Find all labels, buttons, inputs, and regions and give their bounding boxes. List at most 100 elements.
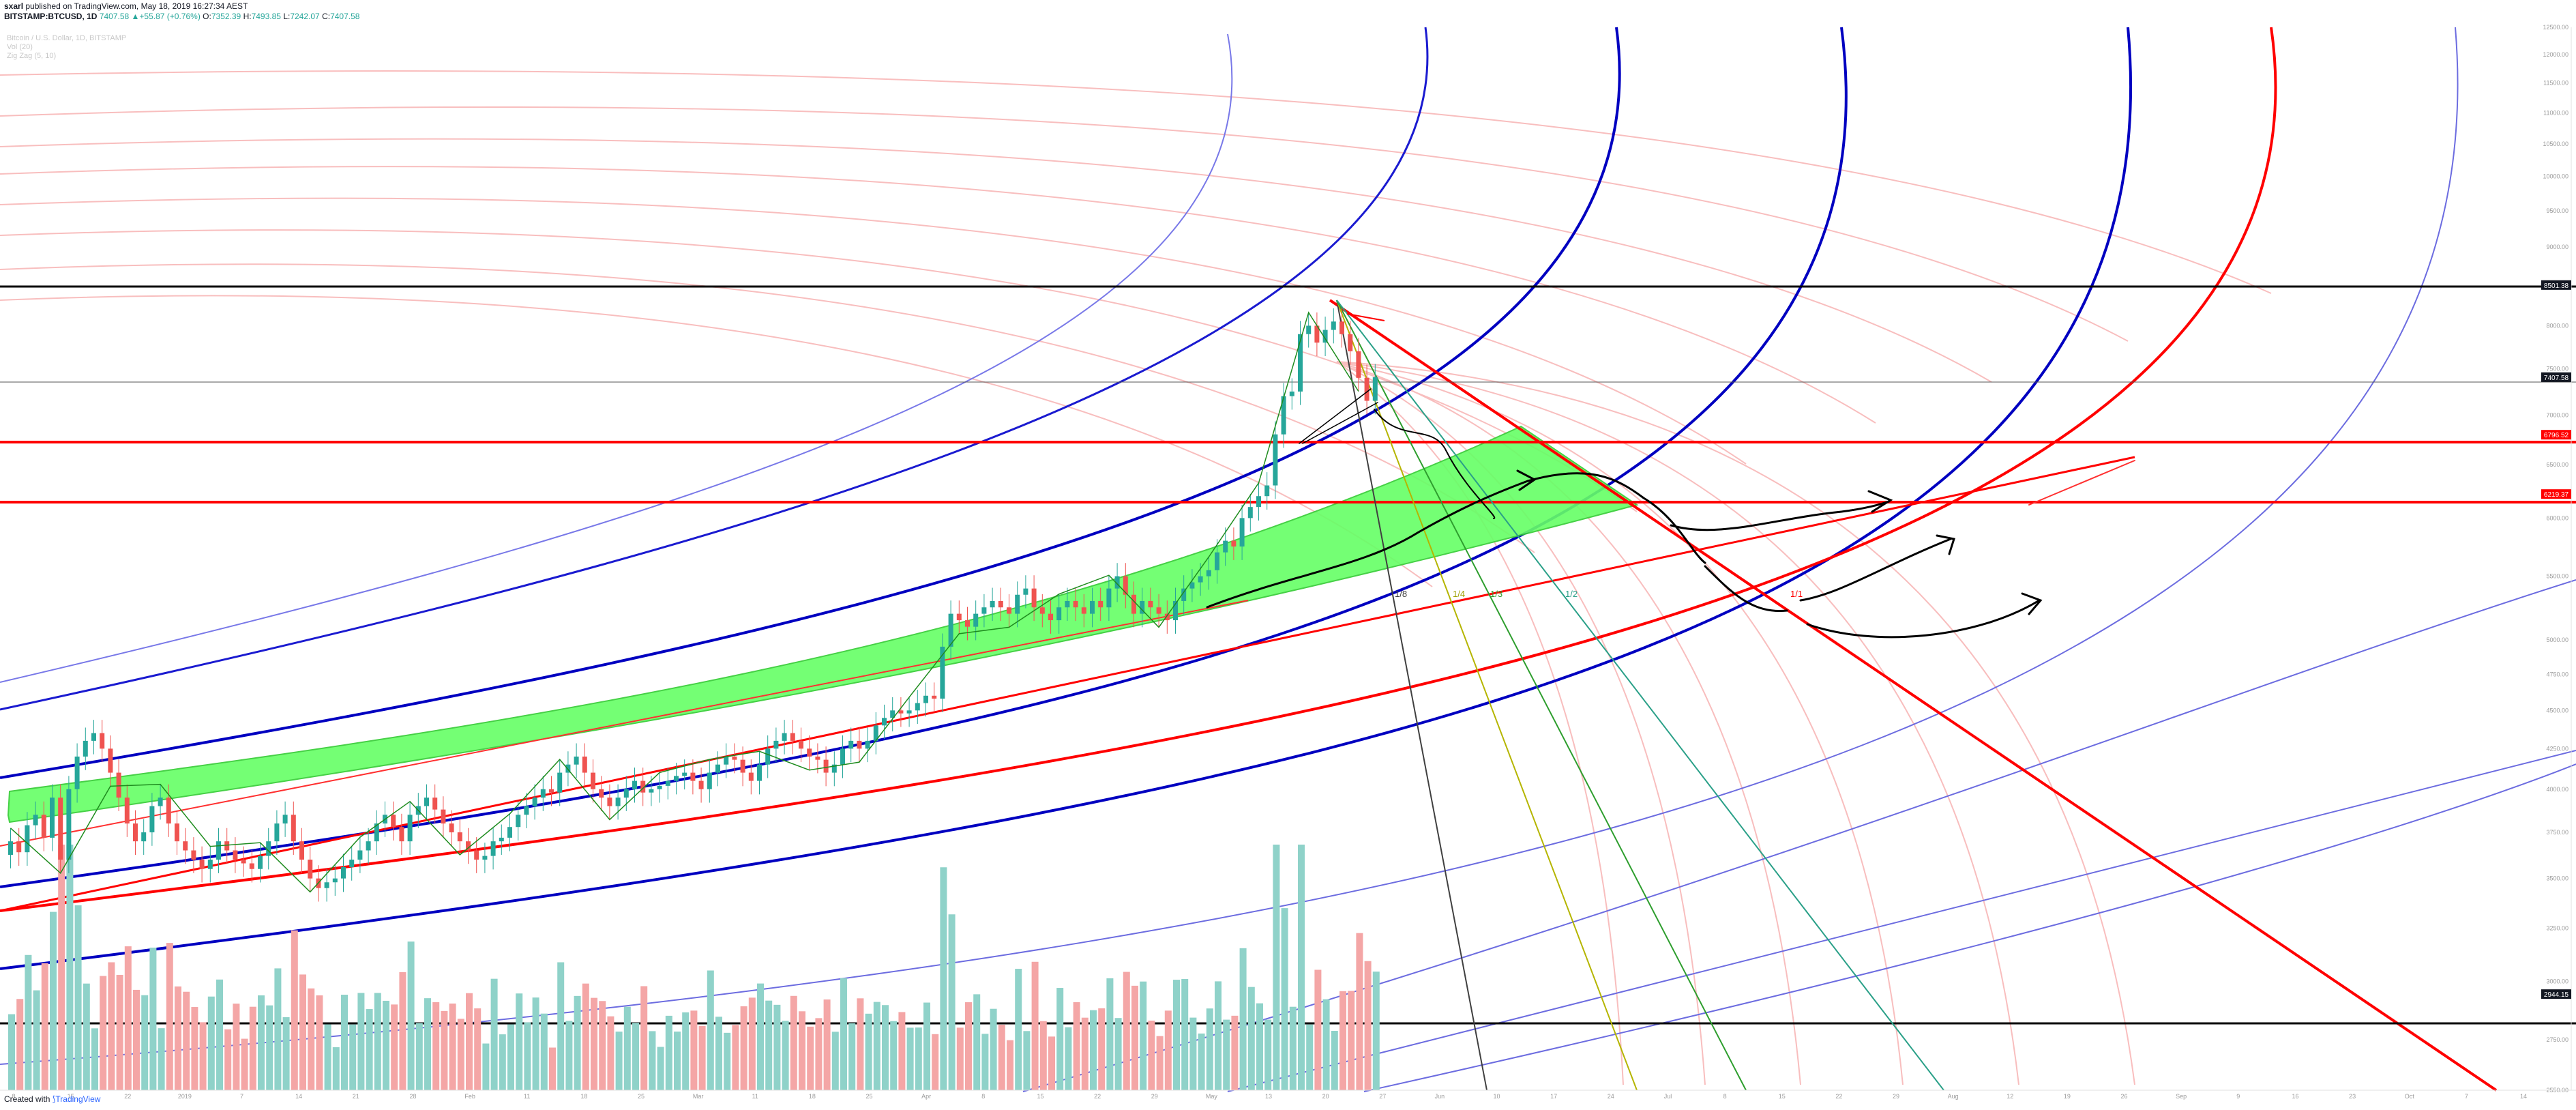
price-axis[interactable]: 12500.00 12000.00 11500.00 11000.00 10500.00… — [2543, 24, 2572, 1094]
time-tick: 8 — [1723, 1093, 1727, 1100]
volume-bar — [1148, 1020, 1155, 1090]
candle-body — [923, 695, 928, 703]
volume-bar — [574, 995, 581, 1090]
volume-bar — [1247, 987, 1255, 1090]
candle-body — [207, 860, 213, 869]
volume-bar — [940, 867, 947, 1090]
volume-bar — [258, 995, 265, 1090]
volume-bar — [1223, 1019, 1230, 1090]
volume-bar — [1173, 980, 1180, 1090]
legend-zigzag[interactable]: Zig Zag (5, 10) — [7, 52, 57, 60]
price-tick: 11500.00 — [2543, 80, 2568, 87]
candle-body — [1098, 600, 1104, 608]
red-arc — [0, 27, 2277, 912]
time-tick: 2019 — [178, 1093, 192, 1100]
time-tick: 27 — [1379, 1093, 1386, 1100]
time-tick: 11 — [752, 1093, 758, 1100]
candle-body — [1206, 570, 1211, 576]
arrow-path-red — [2028, 460, 2135, 506]
candle-body — [1289, 391, 1294, 396]
time-tick: 25 — [866, 1093, 873, 1100]
volume-bar — [1231, 1015, 1239, 1090]
candle-body — [532, 798, 537, 806]
volume-bar — [765, 1000, 773, 1090]
fan-labels: 1/8 1/4 1/3 1/2 1/1 — [1395, 589, 1803, 599]
volume-bar — [366, 1009, 373, 1090]
time-tick: 9 — [2236, 1093, 2240, 1100]
fan-label: 1/2 — [1565, 589, 1578, 599]
high-value: 7493.85 — [251, 12, 281, 21]
arrow-head-icon — [2021, 592, 2043, 615]
legend-series[interactable]: Bitcoin / U.S. Dollar, 1D, BITSTAMP — [7, 34, 127, 42]
volume-bar — [490, 978, 498, 1090]
volume-bar — [449, 1003, 456, 1090]
candle-body — [981, 607, 987, 614]
gann-line-lower — [1022, 579, 2576, 1092]
candle-body — [1081, 607, 1086, 614]
volume-bar — [591, 997, 597, 1090]
candle-body — [1164, 613, 1170, 621]
time-axis[interactable]: 8 15 22 2019 7 14 21 28 Feb 11 18 25 Mar 11 18 25 Apr 8 15… — [0, 1090, 2576, 1100]
candle-body — [308, 860, 313, 879]
arrow-path-1 — [1206, 480, 1529, 609]
candle-body — [857, 740, 862, 749]
candle-body — [282, 815, 288, 824]
candle-body — [782, 733, 787, 741]
arrow-path-3 — [1526, 472, 1706, 564]
volume-bar — [599, 1001, 606, 1090]
candle-body — [815, 756, 820, 760]
time-tick: 24 — [1608, 1093, 1614, 1100]
candle-body — [16, 841, 22, 853]
price-tick: 2750.00 — [2546, 1036, 2568, 1043]
legend-volume[interactable]: Vol (20) — [7, 43, 33, 51]
time-tick: 20 — [1322, 1093, 1329, 1100]
volume-bar — [1073, 1002, 1080, 1090]
time-tick: 28 — [409, 1093, 416, 1100]
candle-body — [424, 798, 429, 806]
candle-body — [1356, 351, 1361, 378]
price-label-box — [2541, 372, 2571, 382]
volume-bar — [25, 954, 32, 1090]
candle-body — [740, 759, 745, 773]
price-label-box — [2541, 280, 2571, 290]
volume-bar — [474, 1008, 482, 1090]
candle-body — [507, 827, 512, 838]
volume-bar — [840, 978, 847, 1090]
footer-brand[interactable]: TradingView — [55, 1094, 101, 1104]
candle-body — [1273, 434, 1278, 486]
volume-bar — [74, 905, 82, 1090]
candle-body — [432, 798, 438, 810]
volume-bar — [1007, 1040, 1013, 1090]
volume-bar — [499, 1034, 506, 1090]
candle-body — [906, 710, 912, 714]
candle-body — [449, 823, 454, 833]
price-change: +55.87 (+0.76%) — [139, 12, 201, 21]
candle-body — [1215, 552, 1219, 570]
volume-bar — [466, 993, 473, 1090]
volume-bar — [674, 1032, 681, 1090]
candle-body — [524, 806, 529, 815]
time-tick: 29 — [1151, 1093, 1158, 1100]
candle-body — [1231, 540, 1237, 547]
volume-bar — [1181, 978, 1189, 1090]
candle-body — [1140, 600, 1145, 614]
volume-bar — [1348, 991, 1355, 1090]
candle-body — [790, 733, 795, 741]
volume-bar — [324, 1024, 331, 1090]
time-tick: 22 — [1835, 1093, 1842, 1100]
candle-body — [1039, 607, 1045, 614]
volume-bar — [108, 962, 115, 1090]
price-labels: 8501.38 7407.58 6796.52 6219.37 2944.15 — [2541, 280, 2571, 999]
candle-body — [1298, 334, 1303, 392]
volume-bar — [1215, 981, 1222, 1090]
volume-bar — [965, 1002, 972, 1090]
ohlc-line: BITSTAMP:BTCUSD, 1D 7407.58 ▲+55.87 (+0.… — [4, 12, 359, 22]
volume-bar — [799, 1011, 805, 1090]
time-tick: 12 — [2007, 1093, 2013, 1100]
volume-bar — [199, 1022, 207, 1090]
volume-bar — [948, 914, 956, 1090]
volume-bar — [698, 1025, 706, 1090]
candle-body — [1247, 507, 1253, 519]
author-name[interactable]: sxarl — [4, 1, 24, 11]
